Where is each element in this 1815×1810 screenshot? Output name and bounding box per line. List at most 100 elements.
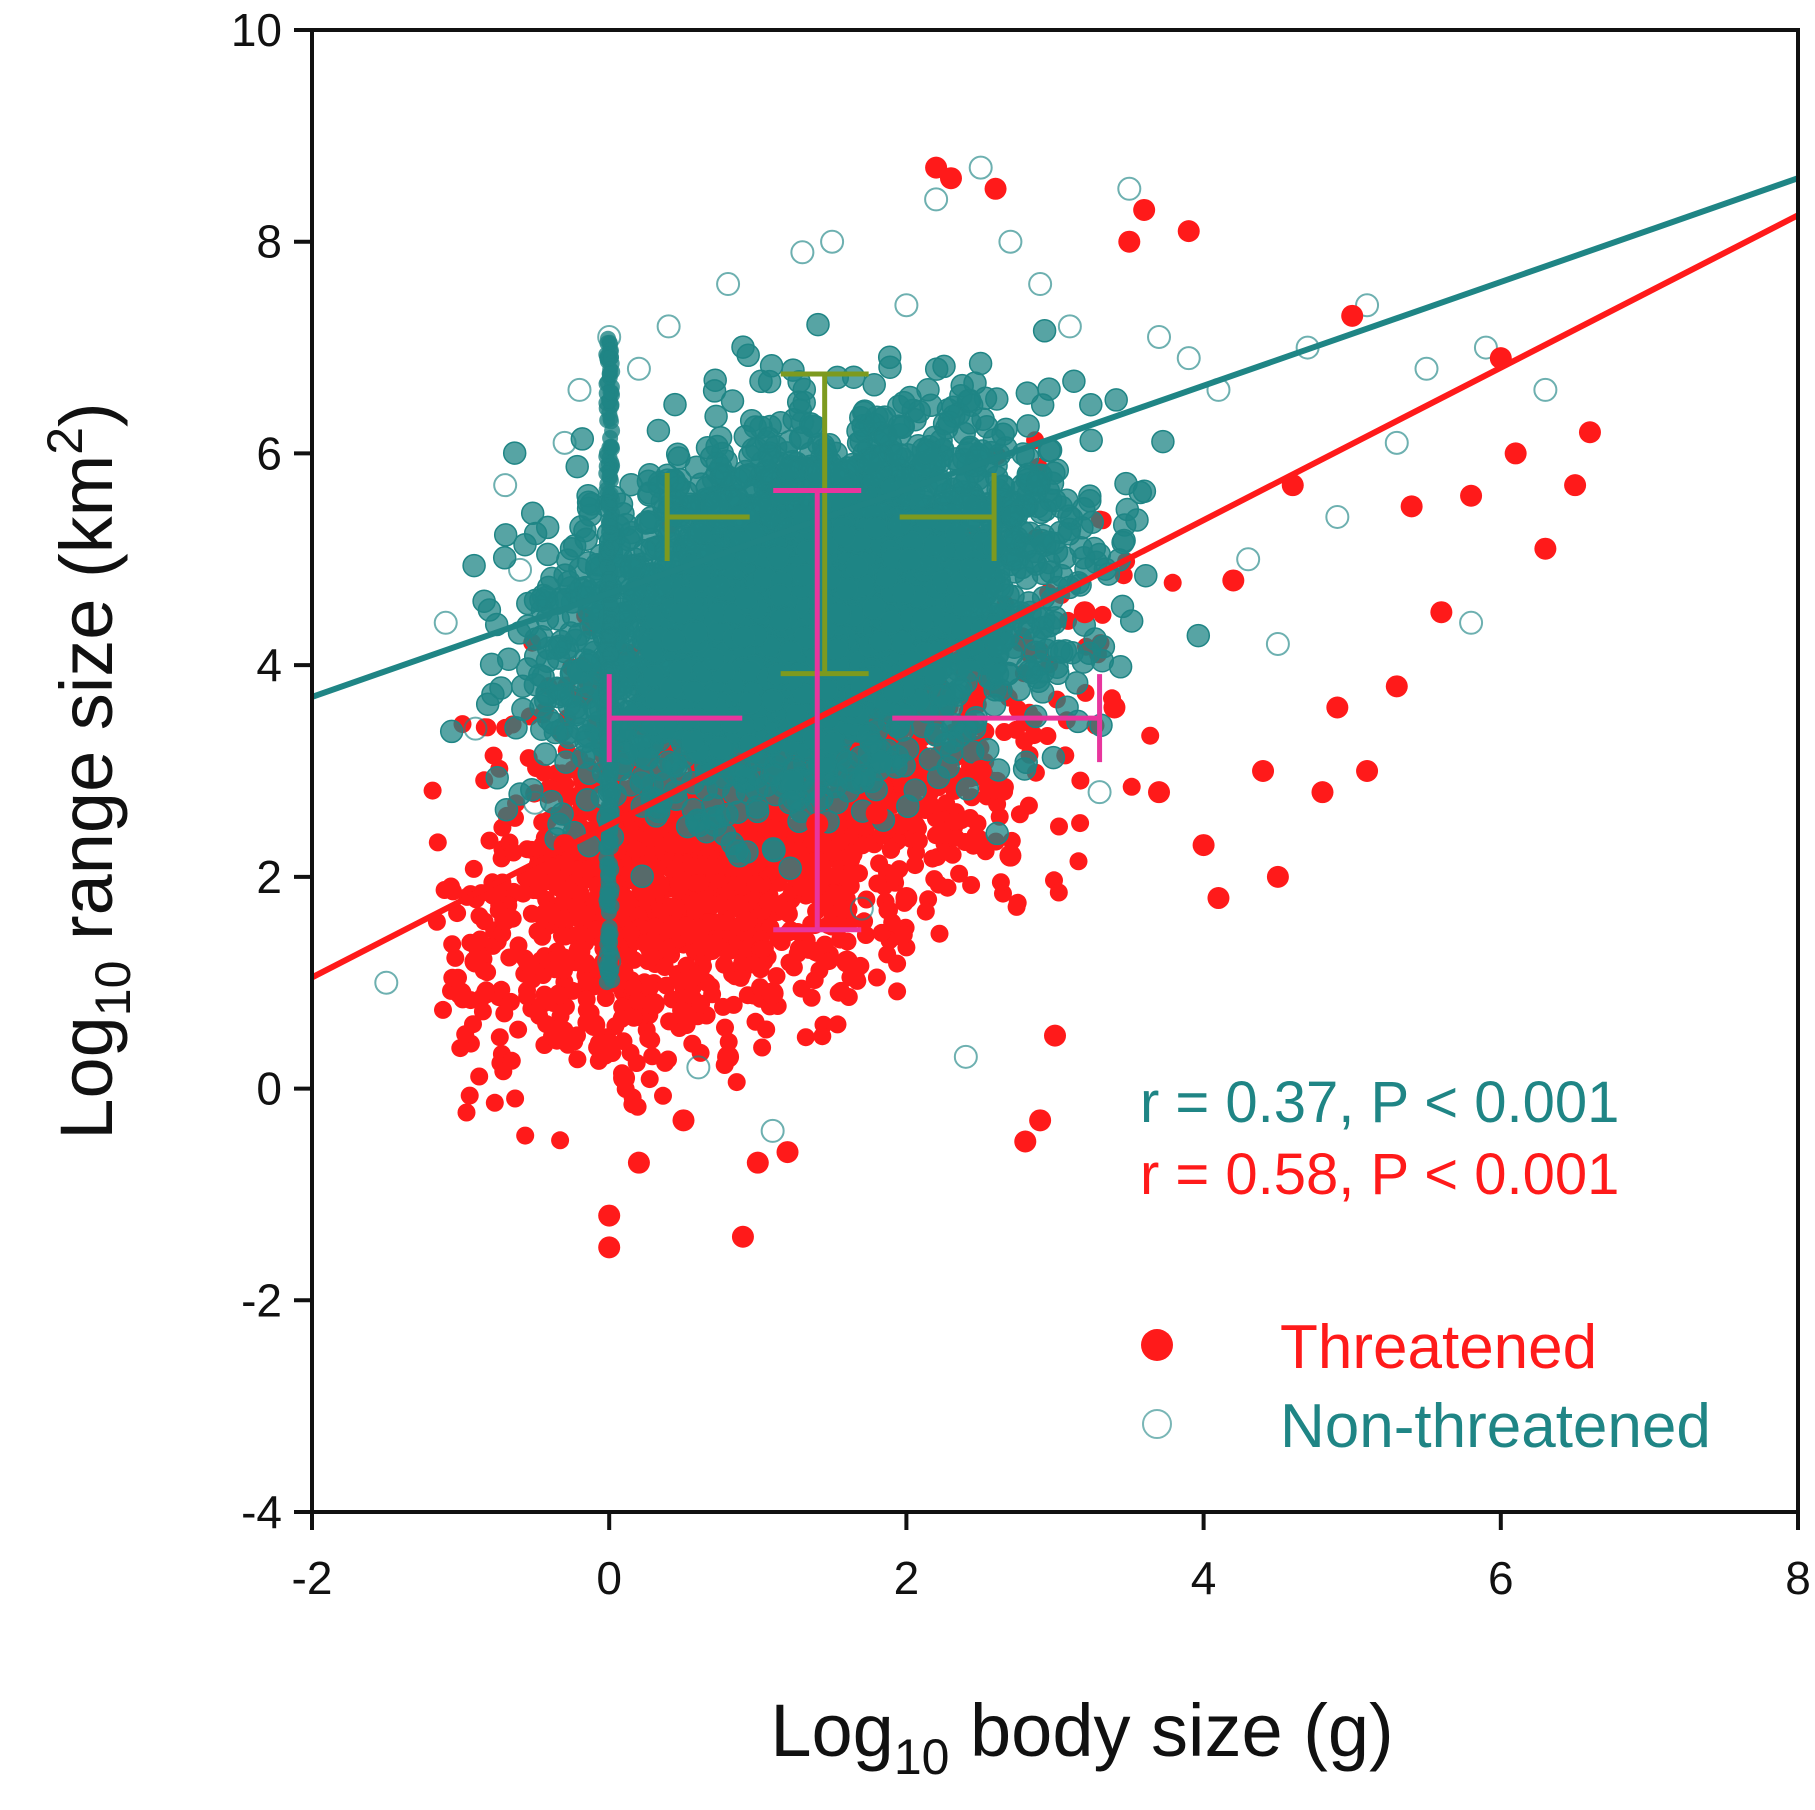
- cloud-point-threatened: [728, 872, 747, 891]
- cloud-point-threatened: [542, 903, 561, 921]
- cloud-point-threatened: [428, 833, 447, 852]
- cloud-point-threatened: [802, 988, 821, 1007]
- cloud-point-threatened: [751, 960, 770, 979]
- cloud-point-threatened: [1163, 573, 1182, 592]
- cloud-point-threatened: [757, 1020, 776, 1039]
- cloud-point-threatened: [657, 976, 676, 995]
- cloud-point-nonthreatened: [1062, 369, 1086, 393]
- cloud-point-threatened: [480, 831, 499, 850]
- cloud-point-threatened: [740, 818, 759, 837]
- cloud-point-threatened: [796, 1028, 815, 1047]
- cloud-point-nonthreatened: [916, 378, 940, 402]
- cloud-point-threatened: [577, 990, 596, 1009]
- cloud-point-threatened: [495, 1004, 514, 1023]
- cloud-point-threatened: [943, 845, 962, 864]
- cloud-point-threatened: [824, 843, 842, 862]
- cloud-point-threatened: [543, 1027, 561, 1046]
- cloud-point-threatened: [645, 933, 664, 952]
- cloud-point-threatened: [533, 927, 552, 946]
- cloud-point-threatened: [767, 967, 786, 986]
- cloud-point-nonthreatened: [502, 441, 527, 465]
- cloud-point-threatened: [919, 796, 938, 815]
- cloud-point-threatened: [506, 1089, 525, 1108]
- cloud-point-threatened: [820, 952, 838, 971]
- cloud-point-threatened: [894, 925, 913, 944]
- cloud-point-nonthreatened: [493, 523, 518, 547]
- cloud-point-nonthreatened: [1016, 414, 1040, 438]
- cloud-point-threatened: [672, 1001, 691, 1020]
- cloud-point-threatened: [838, 932, 857, 951]
- cloud-point-threatened: [738, 939, 757, 958]
- cloud-point-threatened: [853, 836, 872, 855]
- cloud-point-nonthreatened: [479, 652, 504, 677]
- cloud-point-threatened: [691, 995, 710, 1014]
- cloud-point-nonthreatened: [1134, 563, 1158, 588]
- cloud-point-nonthreatened: [1079, 392, 1103, 417]
- cloud-point-nonthreatened: [536, 542, 560, 567]
- cloud-point-threatened: [646, 917, 665, 936]
- cloud-point-threatened: [654, 1086, 672, 1105]
- cloud-point-threatened: [476, 982, 495, 1001]
- cloud-point-nonthreatened: [896, 794, 920, 819]
- cloud-point-threatened: [888, 954, 907, 973]
- cloud-point-threatened: [691, 873, 710, 892]
- cloud-point-threatened: [1008, 700, 1027, 719]
- cloud-point-nonthreatened: [1066, 709, 1090, 734]
- cloud-point-threatened: [660, 1012, 679, 1031]
- cloud-point-threatened: [829, 983, 848, 1002]
- cloud-point-nonthreatened: [862, 373, 886, 397]
- cloud-point-threatened: [731, 968, 750, 987]
- cloud-point-nonthreatened: [1104, 388, 1128, 412]
- cloud-point-threatened: [827, 866, 846, 885]
- cloud-point-threatened: [621, 924, 640, 943]
- cloud-point-threatened: [1069, 852, 1088, 871]
- cloud-point-nonthreatened: [762, 838, 786, 863]
- cloud-point-nonthreatened: [976, 737, 1000, 762]
- cloud-point-threatened: [535, 763, 554, 782]
- cloud-point-threatened: [985, 781, 1003, 800]
- cloud-point-threatened: [842, 864, 861, 883]
- cloud-point-threatened: [686, 902, 705, 920]
- cloud-point-threatened: [551, 1131, 570, 1150]
- cloud-point-threatened: [909, 831, 928, 850]
- cloud-point-threatened: [556, 775, 575, 794]
- cloud-point-threatened: [916, 902, 935, 921]
- cloud-point-threatened: [555, 948, 574, 967]
- cloud-point-threatened: [848, 971, 867, 990]
- cloud-point-threatened: [628, 1097, 647, 1116]
- cloud-point-threatened: [473, 1002, 492, 1021]
- cloud-point-threatened: [789, 841, 808, 860]
- cloud-point-threatened: [628, 991, 647, 1010]
- cloud-point-threatened: [560, 880, 579, 899]
- cloud-point-threatened: [885, 868, 904, 887]
- cloud-point-threatened: [516, 1126, 535, 1145]
- cloud-point-threatened: [457, 1103, 476, 1122]
- cloud-point-threatened: [471, 930, 490, 949]
- cloud-point-threatened: [655, 958, 674, 976]
- cloud-point-threatened: [944, 812, 963, 831]
- cloud-point-threatened: [443, 935, 462, 954]
- cloud-point-threatened: [423, 781, 442, 800]
- cloud-point-threatened: [764, 819, 783, 838]
- cloud-point-nonthreatened: [825, 365, 850, 390]
- cloud-point-threatened: [891, 816, 909, 835]
- cloud-point-threatened: [713, 856, 732, 875]
- cloud-point-threatened: [641, 978, 659, 997]
- cloud-point-nonthreatened: [1186, 623, 1211, 648]
- cloud-point-threatened: [950, 864, 969, 883]
- cloud-point-threatened: [518, 840, 537, 859]
- cloud-point-threatened: [727, 1073, 746, 1092]
- point-cloud-layer: [423, 312, 1211, 1150]
- cloud-point-threatened: [923, 849, 942, 868]
- cloud-point-threatened: [616, 889, 635, 908]
- cloud-point-threatened: [470, 907, 489, 926]
- cloud-point-threatened: [730, 894, 749, 913]
- cloud-point-nonthreatened: [554, 750, 578, 774]
- cloud-point-threatened: [1093, 605, 1112, 624]
- cloud-point-nonthreatened: [533, 742, 558, 766]
- cloud-point-threatened: [565, 1032, 584, 1051]
- cloud-point-threatened: [637, 888, 656, 907]
- cloud-point-threatened: [813, 1027, 832, 1046]
- cloud-point-threatened: [930, 924, 949, 943]
- cloud-point-nonthreatened: [663, 392, 687, 417]
